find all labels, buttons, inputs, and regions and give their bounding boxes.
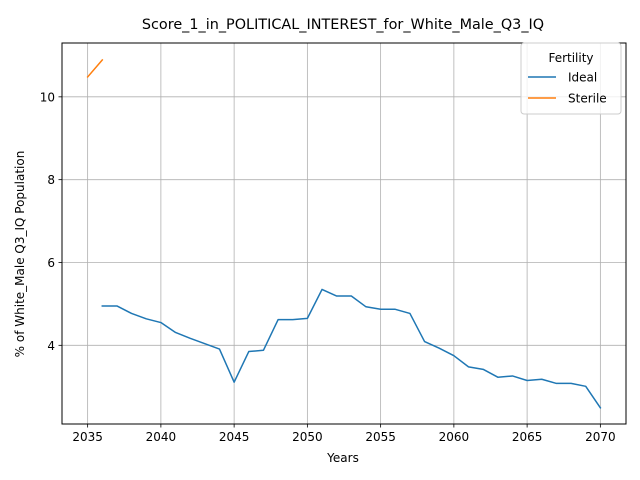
legend-label-sterile: Sterile [568,92,607,106]
x-tick-label: 2045 [219,430,250,444]
axes-frame [61,42,627,425]
legend-title: Fertility [548,51,593,65]
series-line-ideal [101,288,602,409]
y-tick-label: 4 [47,339,55,353]
chart-title: Score_1_in_POLITICAL_INTEREST_for_White_… [142,17,544,33]
x-tick-label: 2060 [439,430,470,444]
y-tick-label: 8 [47,173,55,187]
y-tick-label: 10 [40,90,55,104]
x-axis-label: Years [326,451,359,465]
x-tick-label: 2035 [72,430,103,444]
y-tick-label: 6 [47,256,55,270]
x-tick-label: 2070 [585,430,616,444]
axis-ticks: 2035 2040 2045 2050 2055 2060 2065 2070 4 6 8 10 [40,90,616,444]
series-line-sterile [86,58,104,79]
legend: Fertility Ideal Sterile [520,42,622,115]
y-axis-label: % of White_Male Q3_IQ Population [13,151,27,358]
x-tick-label: 2065 [512,430,543,444]
legend-label-ideal: Ideal [568,71,597,85]
x-tick-label: 2040 [146,430,177,444]
x-tick-label: 2050 [292,430,323,444]
x-tick-label: 2055 [365,430,396,444]
series-lines [86,58,602,409]
legend-box [520,42,622,115]
